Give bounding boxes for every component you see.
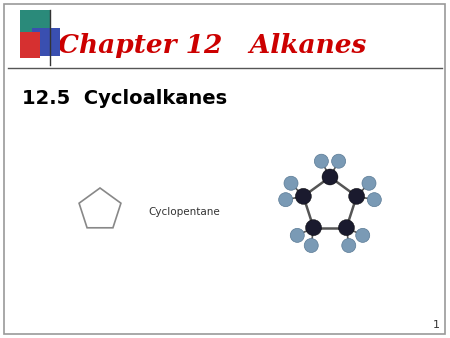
Circle shape [362,176,376,190]
Circle shape [304,239,318,252]
Bar [32,28,60,56]
Circle shape [367,193,381,207]
Text: Cyclopentane: Cyclopentane [148,207,220,217]
Circle shape [349,188,364,204]
Circle shape [342,239,356,252]
Circle shape [290,228,304,242]
Bar [20,32,40,58]
Circle shape [338,220,355,236]
Circle shape [295,188,311,204]
Text: Chapter 12   Alkanes: Chapter 12 Alkanes [58,32,366,57]
Text: 1: 1 [433,320,440,330]
Circle shape [332,154,346,168]
Bar [20,10,50,38]
Circle shape [284,176,298,190]
Circle shape [306,220,322,236]
Circle shape [315,154,328,168]
Circle shape [322,169,338,185]
Circle shape [356,228,370,242]
Circle shape [279,193,292,207]
Text: 12.5  Cycloalkanes: 12.5 Cycloalkanes [22,89,227,107]
